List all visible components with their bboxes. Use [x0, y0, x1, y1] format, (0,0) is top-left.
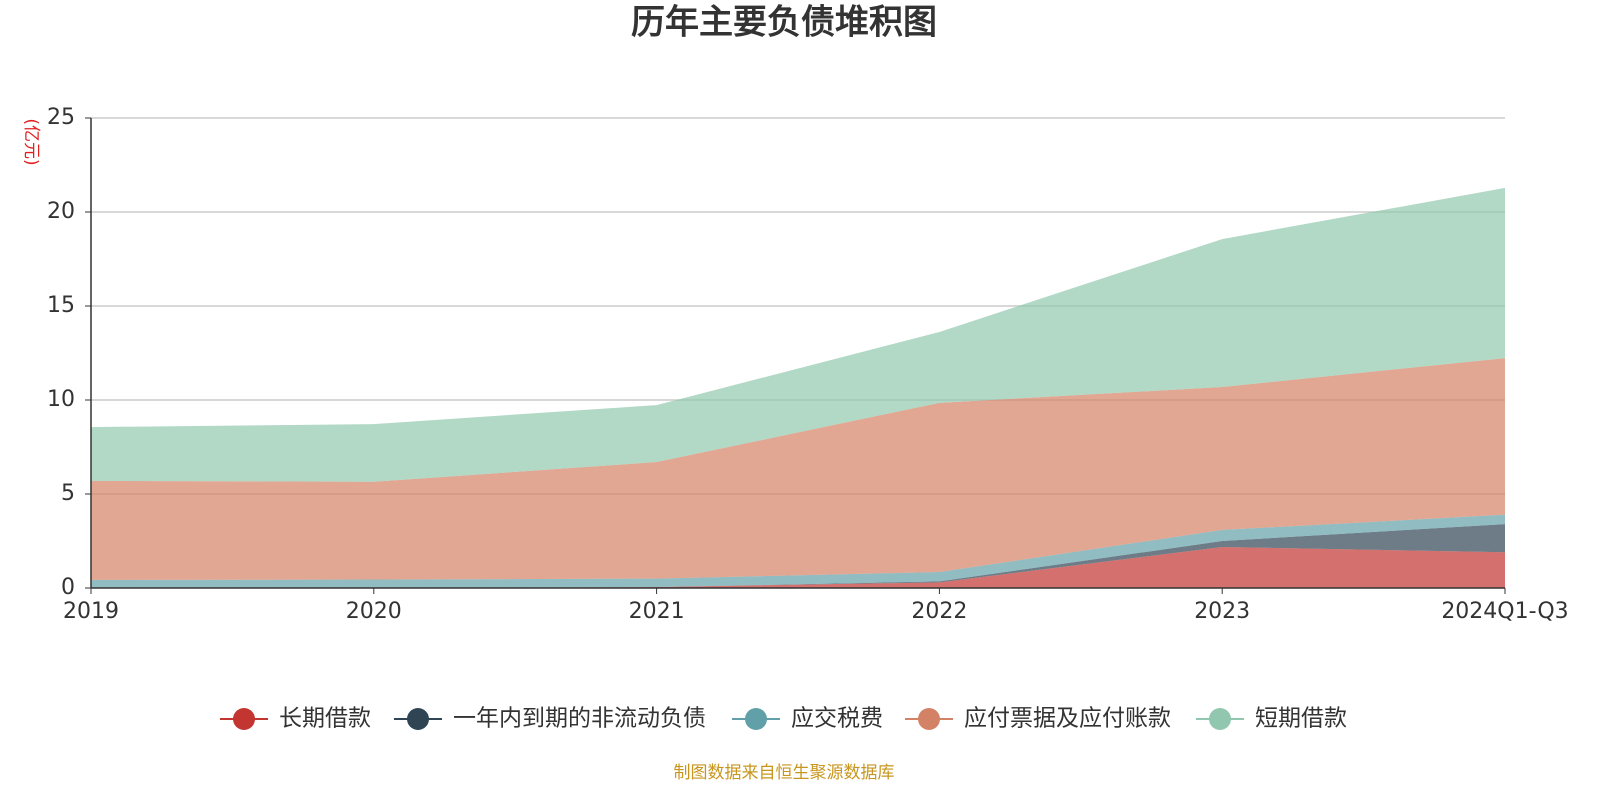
- area: [91, 547, 1505, 588]
- legend-label: 长期借款: [279, 706, 371, 732]
- legend-marker: [745, 708, 767, 730]
- y-tick-label: 0: [61, 575, 75, 600]
- y-tick-label: 25: [47, 105, 75, 130]
- legend-marker: [407, 708, 429, 730]
- source-note: 制图数据来自恒生聚源数据库: [674, 763, 895, 783]
- x-tick-label: 2019: [63, 599, 119, 624]
- legend-marker: [1209, 708, 1231, 730]
- legend-label: 应交税费: [791, 706, 883, 732]
- legend-label: 应付票据及应付账款: [964, 706, 1171, 732]
- y-tick-label: 5: [61, 481, 75, 506]
- legend-marker: [233, 708, 255, 730]
- area: [91, 358, 1505, 580]
- x-tick-label: 2024Q1-Q3: [1441, 599, 1568, 624]
- y-tick-label: 15: [47, 293, 75, 318]
- x-tick-label: 2021: [629, 599, 685, 624]
- legend-label: 短期借款: [1255, 706, 1347, 732]
- x-tick-label: 2020: [346, 599, 402, 624]
- legend-label: 一年内到期的非流动负债: [453, 706, 706, 732]
- y-tick-label: 20: [47, 199, 75, 224]
- chart-title: 历年主要负债堆积图: [631, 3, 937, 43]
- y-unit: (亿元): [21, 118, 41, 165]
- x-tick-label: 2022: [911, 599, 967, 624]
- area: [91, 514, 1505, 588]
- legend-marker: [918, 708, 940, 730]
- x-tick-label: 2023: [1194, 599, 1250, 624]
- area: [91, 187, 1505, 482]
- y-tick-label: 10: [47, 387, 75, 412]
